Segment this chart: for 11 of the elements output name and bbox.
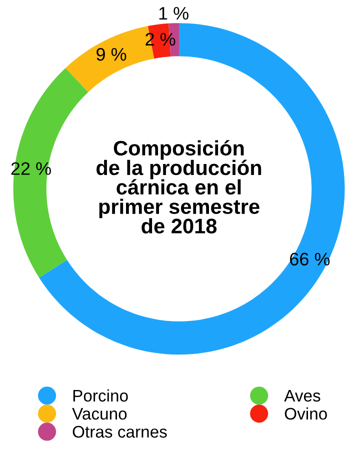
legend-label: Vacuno [72,408,127,420]
data-label: 9 % [96,48,126,61]
donut-slice [13,68,88,278]
legend-label: Aves [284,390,320,402]
legend-label: Porcino [73,389,128,402]
data-label: 66 % [290,252,330,266]
data-label: 1 % [159,7,188,20]
text: Composición de la producción cárnica en el primer semestre de 2018 [96,140,262,234]
legend-label: Otras carnes [72,426,167,438]
legend-label: Ovino [284,407,327,420]
donut-slice [66,26,154,92]
